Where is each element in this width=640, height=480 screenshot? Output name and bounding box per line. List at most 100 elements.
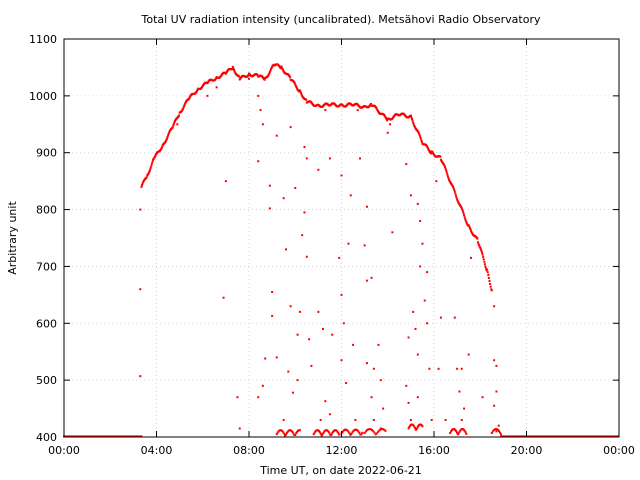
envelope-point: [463, 216, 466, 219]
floor-point: [78, 435, 81, 438]
envelope-point: [161, 145, 164, 148]
floor-point: [508, 435, 511, 438]
floor-point: [108, 435, 111, 438]
floor-point: [507, 435, 509, 438]
envelope-point: [488, 280, 491, 282]
scatter-point: [409, 194, 412, 197]
envelope-point: [293, 81, 296, 84]
scatter-point: [303, 146, 306, 149]
floor-point: [601, 435, 604, 438]
scatter-point: [319, 418, 322, 421]
low-cluster-point: [347, 430, 350, 433]
scatter-point: [257, 160, 260, 163]
low-cluster-point: [379, 428, 382, 431]
low-cluster-point: [366, 429, 369, 432]
envelope-point: [184, 101, 187, 104]
floor-point: [511, 435, 514, 438]
floor-point: [559, 435, 562, 438]
low-cluster-point: [285, 431, 288, 434]
envelope-point: [430, 152, 433, 155]
envelope-point: [300, 92, 303, 95]
floor-point: [95, 435, 98, 438]
low-cluster-point: [281, 430, 284, 433]
scatter-point: [215, 86, 218, 89]
plot-frame: [63, 38, 620, 438]
scatter-point: [372, 367, 375, 370]
scatter-point: [317, 310, 320, 313]
envelope-point: [384, 116, 387, 119]
envelope-point: [182, 107, 185, 110]
scatter-point: [139, 288, 142, 291]
floor-point: [102, 435, 105, 438]
envelope-point: [233, 70, 236, 73]
envelope-point: [269, 68, 272, 71]
scatter-point: [439, 316, 442, 319]
envelope-point: [453, 190, 456, 193]
envelope-point: [464, 219, 467, 222]
scatter-point: [456, 367, 459, 370]
low-cluster-point: [363, 432, 366, 435]
floor-point: [522, 435, 525, 438]
envelope-point: [468, 226, 471, 229]
floor-point: [535, 435, 538, 438]
low-cluster-point: [328, 432, 331, 435]
low-cluster-point: [348, 432, 351, 435]
floor-point: [606, 435, 609, 438]
y-tick-label: 400: [36, 431, 57, 444]
floor-point: [587, 435, 590, 438]
floor-point: [68, 435, 71, 438]
envelope-point: [487, 274, 490, 277]
floor-point: [541, 435, 544, 438]
envelope-point: [171, 126, 174, 129]
scatter-point: [389, 123, 392, 126]
floor-point: [611, 435, 614, 438]
floor-point: [519, 435, 522, 438]
scatter-point: [416, 396, 419, 399]
envelope-point: [181, 108, 184, 111]
floor-point: [73, 435, 76, 438]
floor-point: [544, 435, 546, 438]
low-cluster-point: [319, 432, 322, 435]
envelope-point: [288, 75, 291, 78]
y-tick-label: 1000: [29, 90, 57, 103]
floor-point: [550, 435, 553, 438]
scatter-point: [268, 207, 271, 210]
floor-point: [112, 435, 115, 438]
envelope-point: [268, 71, 271, 74]
floor-point: [612, 435, 615, 438]
floor-point: [586, 435, 589, 438]
floor-point: [600, 435, 603, 438]
envelope-point: [293, 82, 296, 85]
scatter-point: [236, 396, 239, 399]
floor-point: [125, 435, 128, 438]
envelope-point: [383, 115, 386, 118]
scatter-point: [354, 418, 357, 421]
envelope-point: [153, 157, 156, 160]
low-cluster-point: [496, 428, 499, 431]
floor-point: [613, 435, 616, 438]
low-cluster-point: [291, 430, 294, 433]
floor-point: [96, 435, 99, 438]
floor-point: [66, 435, 69, 438]
envelope-point: [172, 122, 175, 125]
floor-point: [584, 435, 587, 438]
scatter-point: [365, 362, 368, 365]
floor-point: [128, 435, 131, 438]
envelope-point: [448, 180, 451, 183]
envelope-point: [454, 192, 457, 195]
scatter-point: [282, 197, 285, 200]
floor-point: [607, 435, 610, 438]
low-cluster-point: [312, 433, 315, 436]
low-cluster-point: [456, 431, 458, 434]
scatter-point: [370, 396, 373, 399]
floor-point: [113, 435, 116, 438]
envelope-point: [465, 221, 468, 224]
envelope-point: [280, 66, 283, 69]
low-cluster-point: [330, 433, 333, 436]
low-cluster-point: [321, 433, 324, 436]
floor-point: [591, 435, 594, 438]
scatter-point: [493, 404, 496, 407]
data-points: [63, 63, 619, 438]
scatter-point: [328, 157, 331, 160]
envelope-point: [486, 268, 489, 271]
